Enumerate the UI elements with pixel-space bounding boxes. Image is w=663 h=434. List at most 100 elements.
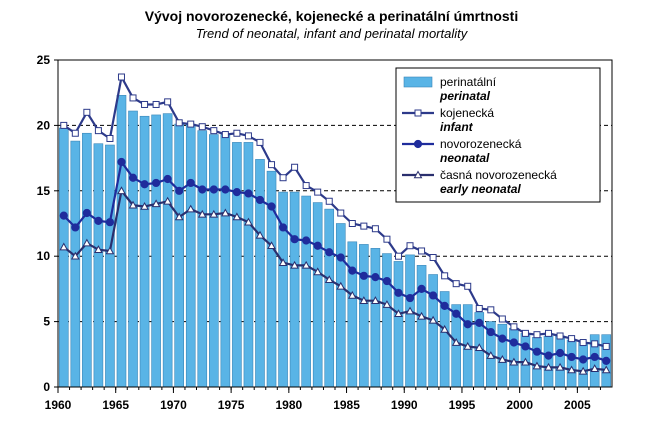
data-point bbox=[163, 174, 172, 184]
data-point bbox=[347, 290, 357, 299]
legend-swatch bbox=[403, 76, 433, 88]
data-point bbox=[117, 186, 126, 195]
data-point bbox=[545, 329, 553, 337]
data-point bbox=[105, 218, 115, 227]
bar bbox=[116, 95, 127, 388]
data-point bbox=[533, 331, 541, 339]
data-point bbox=[94, 216, 103, 225]
x-tick-label: 2005 bbox=[564, 398, 591, 412]
bar bbox=[82, 132, 92, 388]
data-point bbox=[301, 260, 311, 269]
bar bbox=[566, 339, 577, 388]
data-point bbox=[509, 357, 519, 366]
data-point bbox=[359, 296, 369, 304]
data-point bbox=[117, 157, 126, 167]
data-point bbox=[405, 306, 415, 315]
x-tick-label: 1995 bbox=[449, 398, 476, 412]
data-point bbox=[302, 236, 311, 245]
legend-label: časná novorozenecká bbox=[440, 168, 557, 182]
data-point bbox=[475, 318, 484, 328]
data-point bbox=[255, 230, 265, 239]
bar bbox=[324, 208, 335, 388]
data-point bbox=[383, 235, 391, 243]
legend-label: novorozenecká bbox=[440, 137, 522, 151]
chart-title: Vývoj novorozenecké, kojenecké a perinat… bbox=[144, 8, 519, 24]
data-point bbox=[187, 120, 195, 128]
bar bbox=[312, 202, 323, 388]
data-point bbox=[313, 241, 322, 250]
data-point bbox=[233, 129, 241, 137]
data-point bbox=[140, 180, 149, 189]
data-point bbox=[521, 357, 530, 366]
data-point bbox=[452, 280, 460, 288]
data-point bbox=[428, 315, 438, 324]
data-point bbox=[268, 161, 276, 169]
data-point bbox=[141, 100, 149, 108]
data-point bbox=[532, 361, 542, 370]
bar bbox=[347, 241, 358, 388]
data-point bbox=[544, 362, 553, 371]
data-point bbox=[440, 324, 449, 333]
data-point bbox=[394, 252, 402, 260]
data-point bbox=[498, 334, 507, 343]
data-point bbox=[510, 323, 518, 331]
data-point bbox=[521, 342, 530, 351]
data-point bbox=[152, 100, 160, 108]
bar bbox=[393, 261, 404, 388]
data-point bbox=[486, 351, 496, 359]
data-point bbox=[267, 241, 276, 250]
data-point bbox=[337, 209, 345, 217]
data-point bbox=[590, 364, 600, 372]
data-point bbox=[163, 196, 172, 205]
bar bbox=[301, 195, 311, 388]
bar bbox=[416, 265, 427, 388]
data-point bbox=[429, 254, 437, 262]
data-point bbox=[71, 129, 79, 137]
data-point bbox=[452, 309, 461, 318]
bar bbox=[382, 253, 392, 388]
data-point bbox=[394, 309, 403, 318]
x-tick-label: 1980 bbox=[275, 398, 302, 412]
data-point bbox=[128, 173, 138, 182]
data-point bbox=[591, 340, 599, 348]
legend-label: perinatální bbox=[440, 75, 497, 89]
data-point bbox=[544, 351, 553, 360]
data-point bbox=[152, 178, 161, 188]
data-point bbox=[197, 209, 207, 218]
data-point bbox=[60, 121, 68, 129]
data-point bbox=[255, 195, 265, 205]
bar bbox=[255, 159, 265, 388]
data-point bbox=[232, 188, 241, 197]
bar bbox=[70, 140, 81, 388]
data-point bbox=[198, 123, 206, 131]
legend-box bbox=[395, 67, 601, 203]
data-point bbox=[509, 338, 518, 347]
data-point bbox=[413, 170, 423, 179]
axes: 0 5 10 15 20 25 1960 1965 1970 1975 1980 1985 1990 19… bbox=[37, 53, 613, 412]
data-point bbox=[186, 178, 195, 188]
data-point bbox=[498, 355, 507, 363]
bar bbox=[185, 123, 196, 388]
data-point bbox=[82, 238, 92, 247]
x-tick-label: 1975 bbox=[218, 398, 245, 412]
data-point bbox=[221, 185, 230, 194]
bar bbox=[289, 191, 300, 388]
y-tick-label: 0 bbox=[43, 380, 50, 394]
data-point bbox=[474, 343, 484, 352]
data-point bbox=[441, 272, 449, 280]
data-point bbox=[463, 320, 472, 329]
bar bbox=[209, 134, 219, 388]
data-point bbox=[83, 108, 91, 116]
data-point bbox=[70, 251, 80, 260]
data-point bbox=[278, 223, 288, 232]
data-point bbox=[221, 208, 230, 217]
data-point bbox=[602, 342, 610, 350]
data-point bbox=[579, 355, 588, 364]
data-point bbox=[348, 220, 356, 227]
bar bbox=[93, 143, 104, 388]
bar bbox=[555, 335, 565, 388]
data-point bbox=[209, 209, 219, 218]
data-point bbox=[429, 291, 438, 300]
